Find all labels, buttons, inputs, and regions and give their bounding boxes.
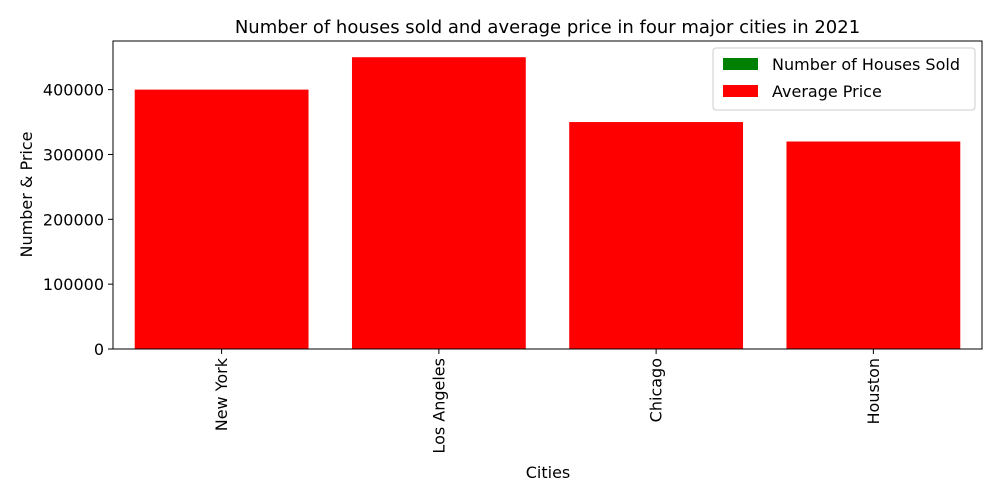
axes-layer: 0 100000 200000 300000 400000 New York Los Ang… xyxy=(43,40,983,454)
bar-average-price-0 xyxy=(134,89,309,349)
legend-label: Number of Houses Sold xyxy=(772,55,960,74)
y-tick-label: 100000 xyxy=(43,275,104,294)
chart-title: Number of houses sold and average price … xyxy=(235,17,860,38)
legend-swatch xyxy=(723,85,758,97)
x-tick-label: New York xyxy=(212,357,231,431)
legend-swatch xyxy=(723,58,758,70)
y-tick-label: 200000 xyxy=(43,210,104,229)
bar-average-price-2 xyxy=(569,122,744,349)
bars-layer xyxy=(134,57,961,350)
x-axis-label: Cities xyxy=(526,463,571,482)
x-tick-label: Los Angeles xyxy=(429,358,448,454)
bar-average-price-3 xyxy=(786,141,961,349)
y-tick-label: 300000 xyxy=(43,145,104,164)
y-tick-label: 0 xyxy=(94,340,104,359)
legend: Number of Houses Sold Average Price xyxy=(712,47,976,111)
legend-label: Average Price xyxy=(772,82,882,101)
y-axis-label: Number & Price xyxy=(17,132,36,258)
x-tick-label: Houston xyxy=(864,358,883,425)
bar-average-price-1 xyxy=(351,57,526,350)
y-tick-label: 400000 xyxy=(43,81,104,100)
legend-box xyxy=(712,47,976,111)
plot-frame xyxy=(112,40,983,350)
x-tick-label: Chicago xyxy=(647,358,666,422)
